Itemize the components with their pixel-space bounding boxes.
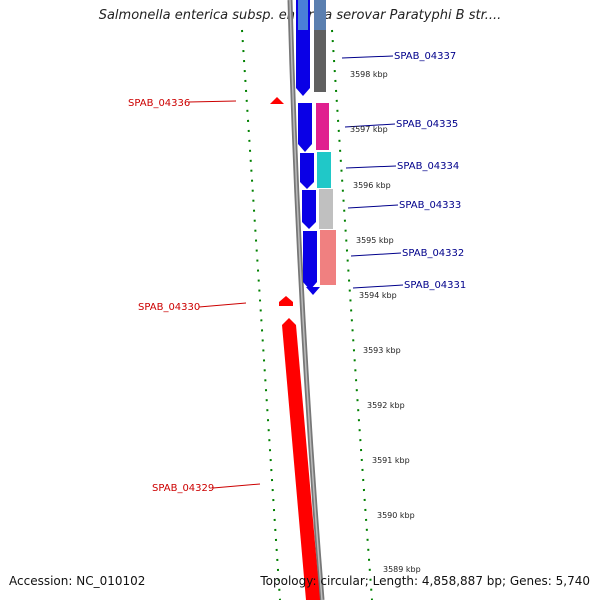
accession-text: Accession: NC_010102 [9,574,146,588]
label-spab-04335[interactable]: SPAB_04335 [396,119,458,130]
gene-arrow-spab-04329[interactable] [282,318,320,600]
leader-spab-04332 [350,252,402,257]
tick-label: 3595 kbp [356,236,394,245]
inner-tick-guide [241,29,281,600]
tick-label: 3593 kbp [363,346,401,355]
tick-label: 3590 kbp [377,511,415,520]
gene-arrow-top-highlight[interactable] [298,0,308,30]
outer-tick-guide [331,29,373,600]
colorbar-04335[interactable] [316,103,329,150]
label-spab-04333[interactable]: SPAB_04333 [399,200,461,211]
tick-label: 3594 kbp [359,291,397,300]
label-spab-04332[interactable]: SPAB_04332 [402,248,464,259]
gene-arrow-spab-04335[interactable] [298,103,312,152]
tick-label: 3597 kbp [350,125,388,134]
gene-arrow-spab-04334[interactable] [300,153,314,189]
colorbar-04334[interactable] [317,152,331,188]
label-spab-04329[interactable]: SPAB_04329 [152,483,214,494]
leader-spab-04334 [345,165,397,169]
colorbar-04333[interactable] [319,189,333,229]
gene-arrow-spab-04330[interactable] [279,296,293,306]
label-spab-04336[interactable]: SPAB_04336 [128,98,190,109]
gene-arrow-spab-04336[interactable] [270,97,284,104]
gene-arrow-spab-04332[interactable] [303,231,317,290]
leader-spab-04333 [347,204,399,209]
leader-spab-04331 [352,284,404,289]
label-spab-04330[interactable]: SPAB_04330 [138,302,200,313]
tick-label: 3592 kbp [367,401,405,410]
colorbar-04332[interactable] [320,230,336,285]
leader-spab-04330 [198,302,247,308]
gene-arrow-spab-04331[interactable] [306,287,320,295]
colorbar-04337-top[interactable] [314,0,326,30]
leader-spab-04335 [344,123,396,128]
leader-spab-04329 [212,483,261,489]
tick-label: 3589 kbp [383,565,421,574]
tick-label: 3596 kbp [353,181,391,190]
label-spab-04337[interactable]: SPAB_04337 [394,51,456,62]
label-spab-04334[interactable]: SPAB_04334 [397,161,459,172]
topology-text: Topology: circular; Length: 4,858,887 bp… [260,574,590,588]
gene-arrow-spab-04333[interactable] [302,190,316,229]
tick-label: 3598 kbp [350,70,388,79]
tick-label: 3591 kbp [372,456,410,465]
label-spab-04331[interactable]: SPAB_04331 [404,280,466,291]
backbone-inner [289,0,323,600]
leader-spab-04337 [341,55,394,59]
leader-spab-04336 [188,100,237,103]
